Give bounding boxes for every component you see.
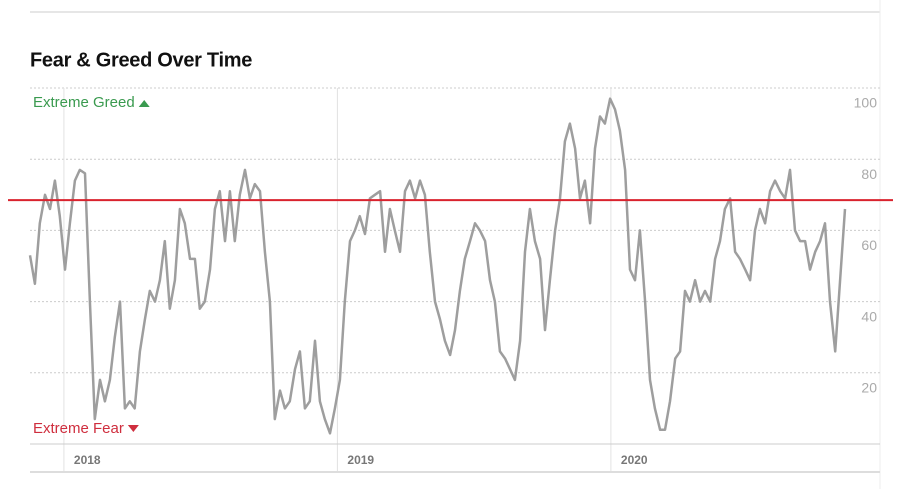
y-tick-label: 60 [861,237,877,253]
plot: 20 40 60 80 100 2018 2019 2020 [8,87,893,472]
down-arrow [127,425,139,432]
fear-label: Extreme Fear [33,420,124,437]
y-tick-label: 20 [861,380,877,396]
y-tick-label: 40 [861,308,877,324]
x-tick-label: 2020 [621,453,648,467]
y-tick-label: 100 [854,95,878,111]
greed-label: Extreme Greed [33,94,135,111]
up-arrow [138,100,150,107]
x-tick-label: 2019 [347,453,374,467]
y-tick-label: 80 [861,166,877,182]
x-tick-label: 2018 [74,453,101,467]
data-line [28,97,847,435]
chart-title: Fear & Greed Over Time [30,49,252,71]
